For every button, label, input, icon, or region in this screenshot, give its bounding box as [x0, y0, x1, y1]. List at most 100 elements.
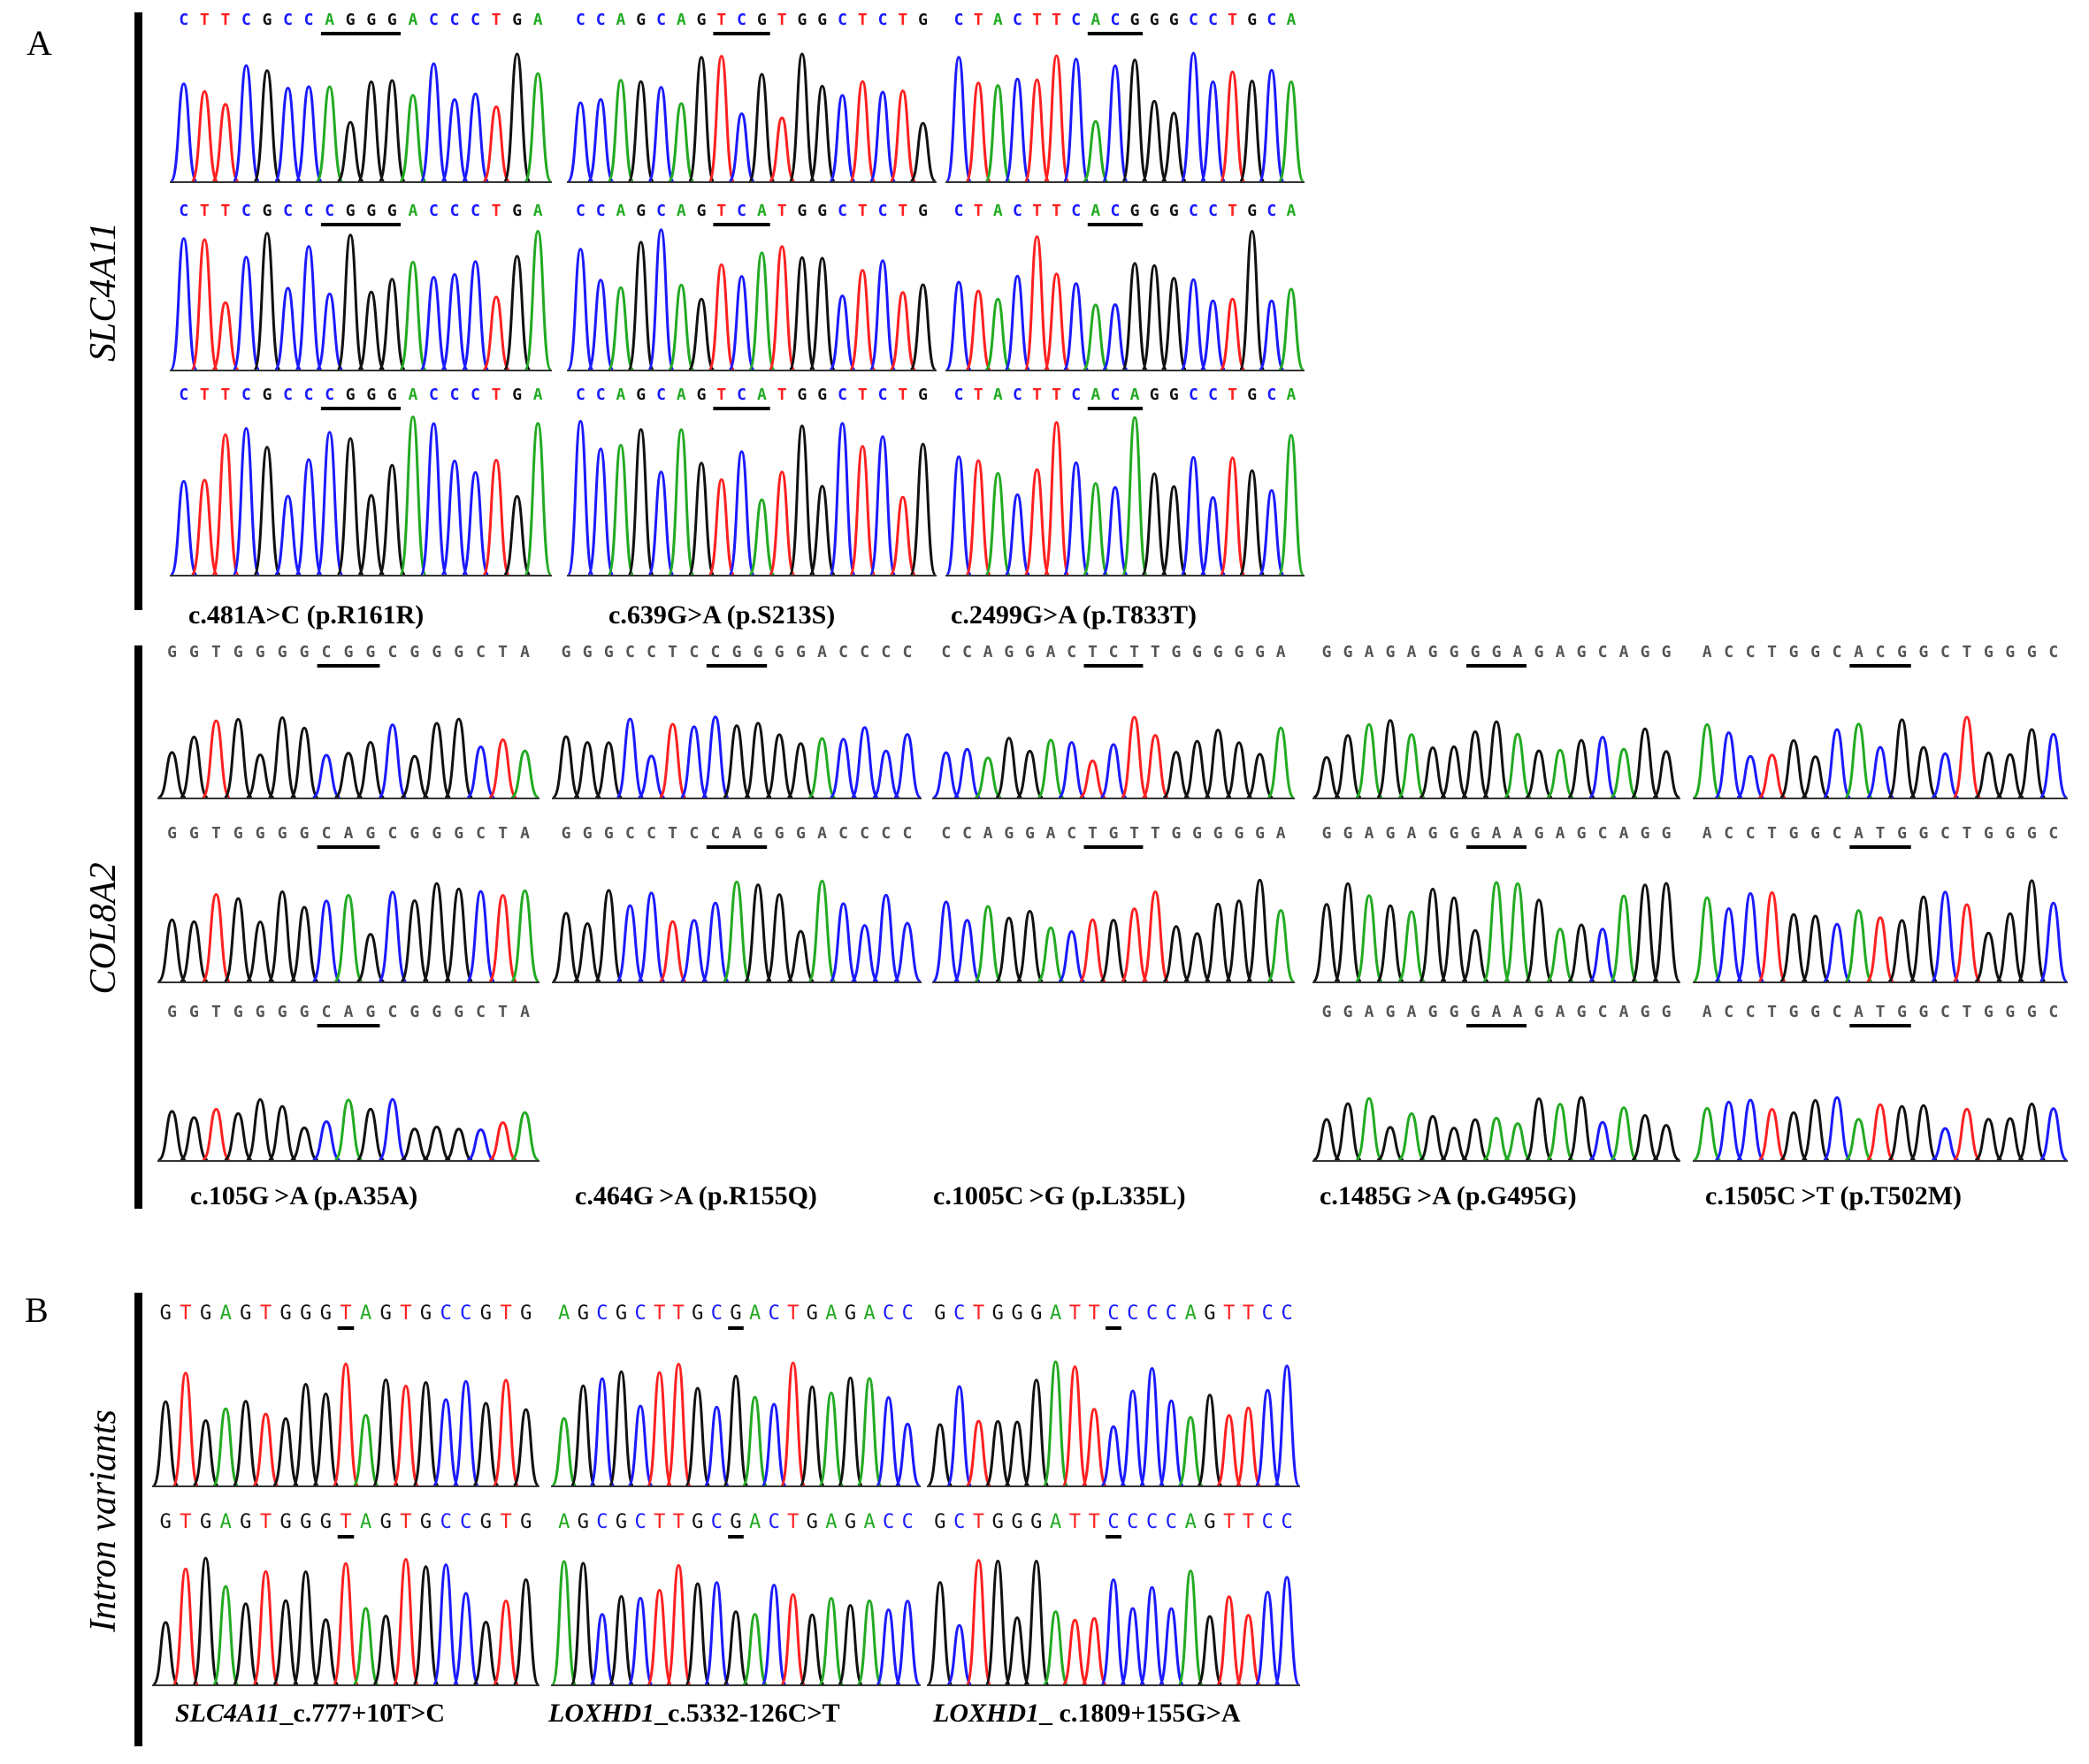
- chromatogram-peak: [1141, 263, 1168, 371]
- base-call-letter: T: [898, 386, 907, 404]
- base-call-letter: C: [1598, 824, 1608, 843]
- base-call-letter: C: [1071, 202, 1081, 220]
- chromatogram-peak: [1101, 302, 1129, 371]
- base-call-letter: A: [1703, 824, 1712, 843]
- chromatogram-peak: [211, 1407, 240, 1487]
- base-call-letter: C: [179, 202, 188, 220]
- chromatogram-peak: [667, 102, 695, 183]
- base-call-letter: C: [647, 824, 656, 843]
- base-call-letter: G: [797, 11, 807, 29]
- chromatogram-peak: [315, 85, 344, 183]
- chromatogram-peak: [1333, 882, 1363, 983]
- base-call-letter: T: [340, 1302, 351, 1325]
- chromatogram-peak: [169, 82, 198, 183]
- base-call-letter: C: [1110, 386, 1120, 404]
- chromatogram-peak: [743, 883, 773, 983]
- base-call-letter: C: [1107, 1302, 1119, 1325]
- base-call-letter: C: [647, 643, 656, 661]
- base-call-letter: A: [220, 1302, 232, 1325]
- chromatogram-peak: [1823, 922, 1852, 983]
- base-call-letter: T: [1243, 1511, 1254, 1533]
- chromatogram-peak: [829, 737, 858, 799]
- base-call-letter: G: [1662, 824, 1672, 843]
- base-call-letter: C: [471, 11, 480, 29]
- chromatogram-peak: [492, 1378, 520, 1487]
- chromatogram-peak: [1004, 274, 1031, 371]
- chromatogram-peak: [1588, 928, 1617, 983]
- chromatogram-peak: [311, 899, 341, 983]
- base-call-letter: T: [200, 11, 210, 29]
- chromatogram-peak: [1121, 262, 1149, 371]
- chromatogram-peak: [1199, 299, 1227, 371]
- chromatogram-peak: [192, 1419, 220, 1487]
- base-call-letter: C: [1127, 1302, 1138, 1325]
- chromatogram-peak: [1254, 1388, 1282, 1487]
- gene-label-col8a2: COL8A2: [83, 862, 124, 994]
- chromatogram-peak: [1245, 878, 1274, 983]
- chromatogram-peak: [1022, 1559, 1050, 1686]
- chromatogram-peak: [1016, 749, 1044, 799]
- chromatogram-peak: [1246, 752, 1274, 799]
- chromatogram-peak: [703, 1405, 731, 1487]
- base-call-letter: C: [1013, 202, 1022, 220]
- chromatogram-peak: [1138, 1585, 1166, 1686]
- base-call-letter: A: [408, 11, 417, 29]
- gene-label-intron-variants: Intron variants: [83, 1409, 124, 1633]
- base-call-letter: A: [817, 824, 827, 843]
- chromatogram-peak: [679, 725, 709, 799]
- chromatogram-peak: [432, 1563, 460, 1686]
- chromatogram-peak: [1865, 916, 1895, 983]
- chromatogram-peak: [1238, 80, 1266, 183]
- chromatogram-peak: [412, 1565, 440, 1686]
- variant-underline: [1087, 223, 1144, 226]
- base-call-letter: G: [1343, 824, 1353, 843]
- chromatogram-peak: [289, 726, 320, 799]
- chromatogram-peak: [953, 747, 981, 799]
- chromatogram-peak: [1061, 1365, 1089, 1487]
- base-call-letter: G: [365, 824, 375, 843]
- base-call-letter: A: [1703, 643, 1712, 661]
- chromatogram-peak: [482, 458, 511, 577]
- chromatogram-peak: [1177, 1569, 1205, 1686]
- chromatogram-peak: [1801, 1098, 1830, 1162]
- base-call-letter: C: [440, 1511, 452, 1533]
- base-call-letter: G: [1386, 643, 1396, 661]
- base-call-letter: A: [1492, 1003, 1502, 1021]
- chromatogram-peak: [566, 101, 594, 183]
- base-call-letter: G: [1918, 643, 1928, 661]
- base-call-letter: C: [838, 202, 847, 220]
- base-call-letter: G: [1789, 824, 1799, 843]
- base-call-letter: G: [1192, 643, 1202, 661]
- chromatogram-peak: [1693, 1106, 1722, 1162]
- base-call-letter: G: [578, 1511, 589, 1533]
- chromatogram-peak: [1180, 278, 1207, 371]
- base-call-letter: C: [304, 386, 314, 404]
- chromatogram-peak: [311, 1119, 341, 1162]
- chromatogram-peak: [1224, 899, 1253, 983]
- base-call-letter: A: [863, 1511, 875, 1533]
- chromatogram-peak: [1525, 749, 1553, 799]
- chromatogram-peak: [700, 901, 731, 983]
- chromatogram-peak: [356, 80, 386, 183]
- chromatogram-peak: [1440, 745, 1468, 799]
- base-call-letter: T: [492, 11, 501, 29]
- chromatogram-peak: [210, 301, 240, 371]
- variant-underline: [317, 1024, 380, 1027]
- chromatogram-peak: [311, 1618, 340, 1686]
- chromatogram-peak: [1952, 715, 1982, 799]
- chromatogram-peak: [1238, 229, 1266, 371]
- base-call-letter: C: [860, 824, 869, 843]
- variant-underline: [1849, 1024, 1911, 1027]
- chromatogram-peak: [1004, 77, 1031, 183]
- base-call-letter: T: [654, 1511, 665, 1533]
- chromatogram-peak: [371, 1378, 400, 1487]
- base-call-letter: A: [1407, 643, 1417, 661]
- base-call-letter: G: [1192, 824, 1202, 843]
